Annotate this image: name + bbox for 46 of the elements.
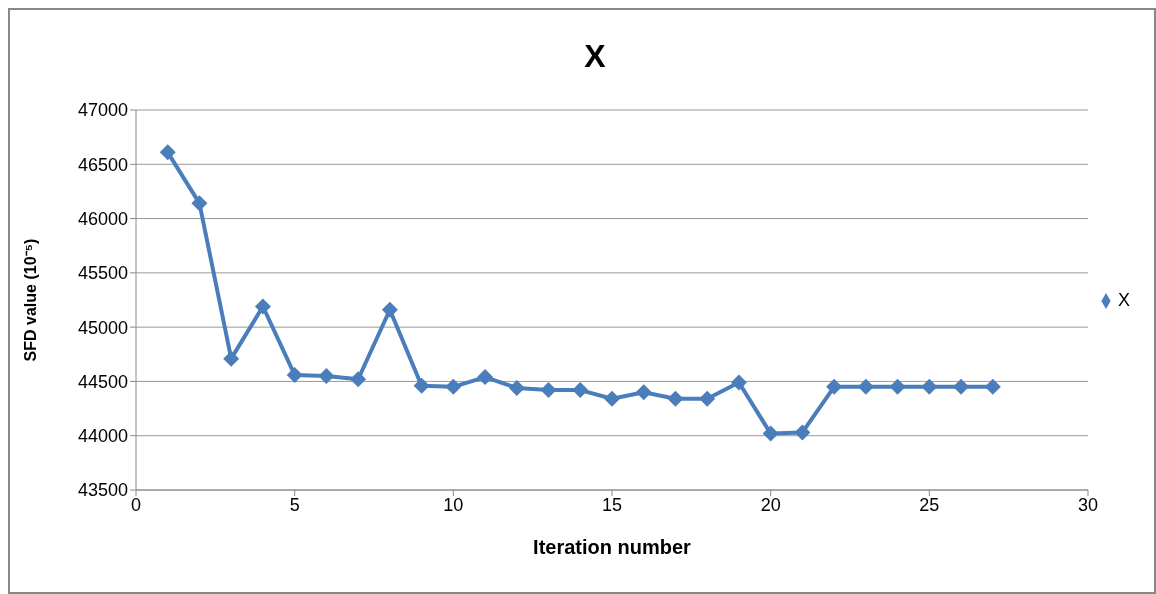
y-tick-label: 47000 <box>77 100 128 121</box>
point <box>318 368 335 384</box>
point <box>826 378 843 395</box>
x-tick-label: 25 <box>919 494 940 515</box>
point <box>572 382 589 399</box>
x-tick-label: 15 <box>601 494 623 515</box>
y-axis-title: SFD value (10⁻⁵) <box>21 238 39 362</box>
point <box>286 366 303 383</box>
point <box>381 301 398 318</box>
point <box>191 195 208 212</box>
point <box>921 378 938 395</box>
y-tick-label: 44000 <box>77 426 128 447</box>
legend-label: X <box>1117 289 1130 310</box>
point <box>159 144 176 161</box>
x-axis-title: Iteration number <box>533 536 692 558</box>
point <box>953 378 970 395</box>
y-tick-label: 45000 <box>77 317 128 338</box>
point <box>350 371 367 388</box>
point <box>857 378 874 395</box>
point <box>762 425 779 442</box>
x-tick-label: 10 <box>443 494 464 515</box>
point <box>413 377 430 394</box>
x-tick-label: 20 <box>760 494 781 515</box>
y-tick-label: 44500 <box>77 371 128 392</box>
y-tick-label: 46000 <box>77 208 128 229</box>
y-tick-label: 46500 <box>77 154 128 175</box>
point <box>445 378 462 395</box>
point <box>635 384 652 401</box>
point <box>984 378 1001 395</box>
x-tick-label: 0 <box>130 494 142 515</box>
x-tick-label: 30 <box>1077 494 1098 515</box>
chart-title: X <box>583 38 607 75</box>
point <box>730 374 747 391</box>
point <box>699 390 716 407</box>
point <box>508 379 525 396</box>
point <box>667 390 684 407</box>
point <box>540 382 557 399</box>
point <box>254 298 271 315</box>
y-tick-label: 43500 <box>77 480 128 501</box>
x-tick-label: 5 <box>289 494 300 515</box>
point <box>603 390 620 407</box>
y-tick-label: 45500 <box>77 263 128 284</box>
point <box>223 350 240 367</box>
point <box>794 424 811 441</box>
point <box>477 369 494 386</box>
point <box>889 378 906 395</box>
